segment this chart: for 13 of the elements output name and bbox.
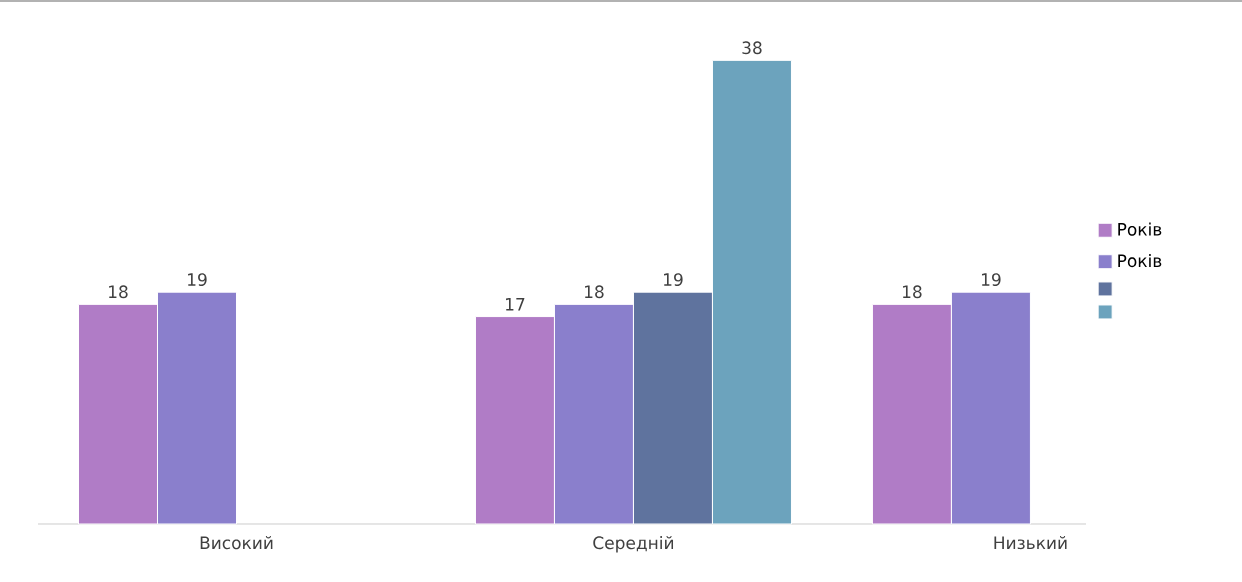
data-label: 17 bbox=[506, 298, 525, 311]
data-label: 19 bbox=[664, 273, 683, 287]
data-label: 18 bbox=[585, 285, 604, 299]
legend-label: Років bbox=[1118, 222, 1162, 236]
data-label: 19 bbox=[188, 273, 207, 287]
legend-label: Років bbox=[1118, 253, 1162, 268]
x-tick-label: Середній bbox=[593, 536, 674, 553]
data-label: 18 bbox=[903, 285, 922, 299]
data-label: 38 bbox=[742, 41, 762, 55]
x-tick-label: Низький bbox=[994, 536, 1067, 550]
data-label: 19 bbox=[982, 273, 1001, 287]
x-tick-label: Високий bbox=[200, 536, 273, 550]
data-label: 18 bbox=[109, 285, 128, 299]
